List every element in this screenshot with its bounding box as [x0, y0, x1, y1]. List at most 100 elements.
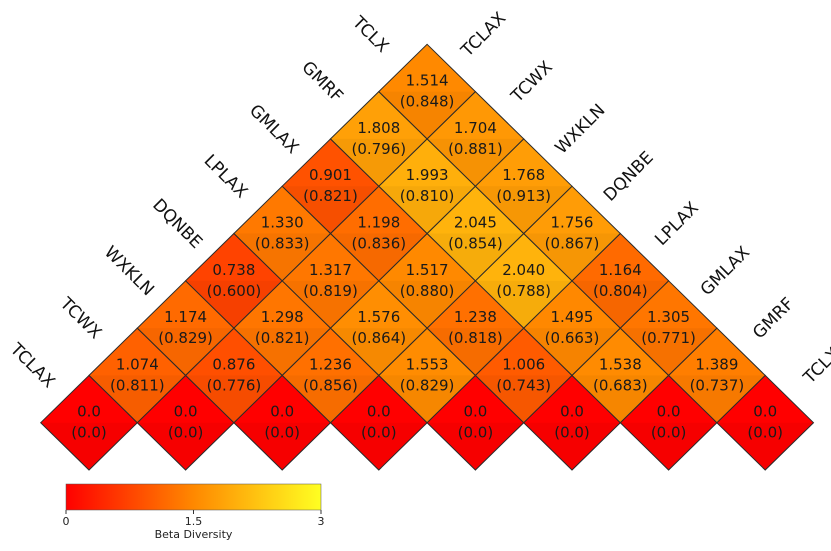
cell-value-label: 1.330	[261, 214, 304, 232]
right-axis-label: TCWX	[507, 57, 557, 107]
cell-value-label: 0.0	[753, 403, 777, 421]
right-axis-label: GMRF	[749, 294, 798, 343]
cell-paren-label: (0.771)	[641, 329, 696, 347]
cell-value-label: 0.0	[657, 403, 681, 421]
cell-paren-label: (0.663)	[545, 329, 600, 347]
colorbar-tick-min: 0	[63, 515, 70, 528]
cell-paren-label: (0.0)	[71, 424, 107, 442]
left-axis-label: WXKLN	[100, 242, 158, 300]
colorbar-title: Beta Diversity	[155, 528, 233, 541]
cell-value-label: 1.198	[357, 214, 400, 232]
cell-value-label: 1.074	[116, 355, 159, 373]
cell-paren-label: (0.819)	[303, 282, 358, 300]
left-axis-label: TCLAX	[5, 339, 59, 393]
cell-paren-label: (0.829)	[400, 376, 455, 394]
cell-value-label: 2.040	[502, 261, 545, 279]
heatmap-cell: 1.993 (0.810)	[378, 138, 477, 235]
heatmap-cell: 1.514 (0.848)	[378, 43, 477, 140]
cell-paren-label: (0.821)	[303, 187, 358, 205]
cell-value-label: 1.756	[551, 214, 594, 232]
cell-value-label: 1.236	[309, 355, 352, 373]
right-axis-label: TCLAX	[457, 8, 511, 62]
cell-value-label: 2.045	[454, 214, 497, 232]
heatmap-cell: 0.738 (0.600)	[184, 232, 283, 329]
left-axis-label: TCWX	[55, 293, 105, 343]
cell-paren-label: (0.811)	[110, 376, 165, 394]
cell-value-label: 1.704	[454, 119, 497, 137]
cell-value-label: 1.517	[406, 261, 449, 279]
right-axis-label: GMLAX	[697, 242, 755, 300]
colorbar-tick-max: 3	[318, 515, 325, 528]
cell-paren-label: (0.0)	[458, 424, 494, 442]
colorbar: 0 1.5 3 Beta Diversity	[63, 483, 325, 541]
heatmap-cell: 1.756 (0.867)	[522, 185, 622, 282]
right-axis-label: TCLX	[799, 344, 831, 389]
left-axis-label: LPLAX	[200, 151, 252, 203]
left-axis-label: GMLAX	[245, 101, 303, 159]
cell-value-label: 0.0	[174, 403, 198, 421]
cell-value-label: 1.298	[261, 308, 304, 326]
cell-paren-label: (0.867)	[545, 235, 600, 253]
cell-paren-label: (0.810)	[400, 187, 455, 205]
left-axis-label: TCLX	[348, 12, 393, 57]
cell-paren-label: (0.880)	[400, 282, 455, 300]
cell-paren-label: (0.821)	[255, 329, 310, 347]
heatmap-cells: 0.0 (0.0) 0.0 (0.0) 0.0 (0.0) 0.0 (0.0) 0.0 (0.0)…	[39, 43, 815, 471]
cell-value-label: 1.495	[551, 308, 594, 326]
colorbar-tick-mid: 1.5	[185, 515, 203, 528]
cell-value-label: 1.006	[502, 355, 545, 373]
cell-value-label: 0.0	[367, 403, 391, 421]
cell-value-label: 1.174	[164, 308, 207, 326]
right-axis-label: DQNBE	[600, 148, 658, 206]
cell-value-label: 1.389	[695, 355, 738, 373]
cell-value-label: 1.993	[406, 166, 449, 184]
left-axis-label: GMRF	[297, 58, 346, 107]
cell-value-label: 1.538	[599, 355, 642, 373]
heatmap-cell: 1.074 (0.811)	[88, 327, 187, 424]
cell-value-label: 1.768	[502, 166, 545, 184]
cell-paren-label: (0.796)	[351, 140, 406, 158]
left-axis-label: DQNBE	[148, 195, 206, 253]
cell-paren-label: (0.0)	[264, 424, 300, 442]
heatmap-cell: 1.330 (0.833)	[233, 185, 332, 282]
cell-value-label: 0.0	[560, 403, 584, 421]
heatmap-cell: 0.0 (0.0)	[39, 374, 139, 471]
cell-value-label: 1.238	[454, 308, 497, 326]
cell-value-label: 0.901	[309, 166, 352, 184]
cell-value-label: 1.164	[599, 261, 642, 279]
cell-paren-label: (0.776)	[207, 376, 262, 394]
cell-paren-label: (0.0)	[168, 424, 204, 442]
cell-value-label: 1.576	[357, 308, 400, 326]
cell-paren-label: (0.913)	[496, 187, 551, 205]
heatmap-cell: 1.298 (0.821)	[233, 280, 332, 377]
cell-paren-label: (0.829)	[158, 329, 213, 347]
cell-paren-label: (0.818)	[448, 329, 503, 347]
heatmap-cell: 1.768 (0.913)	[474, 138, 573, 235]
cell-paren-label: (0.804)	[593, 282, 648, 300]
cell-value-label: 1.305	[647, 308, 690, 326]
cell-paren-label: (0.788)	[496, 282, 551, 300]
cell-paren-label: (0.836)	[351, 235, 406, 253]
cell-paren-label: (0.833)	[255, 235, 310, 253]
cell-paren-label: (0.856)	[303, 376, 358, 394]
heatmap-cell: 0.0 (0.0)	[233, 374, 332, 471]
cell-paren-label: (0.0)	[361, 424, 397, 442]
cell-paren-label: (0.0)	[651, 424, 687, 442]
cell-paren-label: (0.881)	[448, 140, 503, 158]
cell-value-label: 0.738	[212, 261, 255, 279]
cell-paren-label: (0.0)	[554, 424, 590, 442]
cell-value-label: 0.0	[270, 403, 294, 421]
heatmap-cell-shape	[378, 43, 477, 140]
cell-paren-label: (0.864)	[351, 329, 406, 347]
cell-paren-label: (0.0)	[747, 424, 783, 442]
heatmap-cell: 1.576 (0.864)	[329, 280, 428, 377]
heatmap-cell: 1.174 (0.829)	[136, 280, 235, 377]
right-axis-label: WXKLN	[552, 100, 610, 158]
cell-value-label: 0.0	[77, 403, 101, 421]
cell-paren-label: (0.854)	[448, 235, 503, 253]
cell-paren-label: (0.600)	[207, 282, 262, 300]
cell-paren-label: (0.737)	[690, 376, 745, 394]
cell-value-label: 0.0	[463, 403, 487, 421]
cell-value-label: 1.317	[309, 261, 352, 279]
